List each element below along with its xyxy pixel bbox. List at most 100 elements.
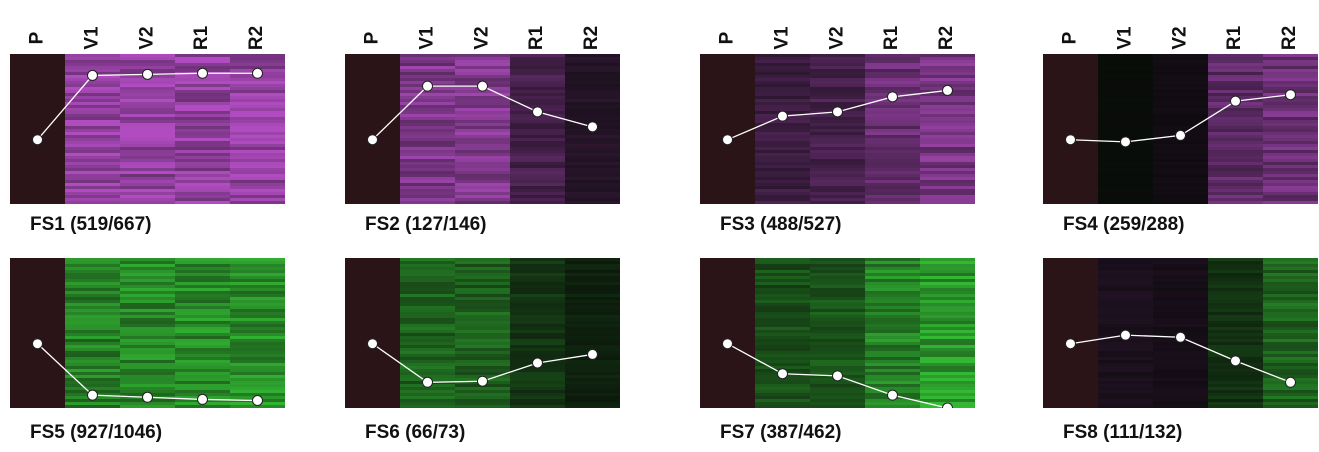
heatmap-cell xyxy=(400,336,456,339)
heatmap-cell xyxy=(510,132,566,135)
heatmap-cell xyxy=(510,372,566,375)
heatmap-cell xyxy=(230,63,285,66)
heatmap-cell xyxy=(120,183,176,186)
heatmap-cell xyxy=(920,168,975,171)
heatmap-cell xyxy=(175,180,231,183)
heatmap-cell xyxy=(230,297,285,300)
heatmap-cell xyxy=(455,345,511,348)
heatmap-cell xyxy=(510,279,566,282)
heatmap-cell xyxy=(565,312,620,315)
heatmap-cell xyxy=(920,138,975,141)
heatmap-cell xyxy=(755,177,811,180)
heatmap-cell xyxy=(1263,114,1318,117)
heatmap-cell xyxy=(1208,309,1264,312)
heatmap-cell xyxy=(865,300,921,303)
heatmap-cell xyxy=(920,69,975,72)
heatmap-cell xyxy=(865,306,921,309)
heatmap-cell xyxy=(65,84,121,87)
heatmap-cell xyxy=(1263,132,1318,135)
heatmap-cell xyxy=(455,399,511,402)
heatmap-cell xyxy=(565,180,620,183)
column-label-text: V2 xyxy=(136,26,158,50)
heatmap-cell xyxy=(1263,291,1318,294)
heatmap-cell xyxy=(230,132,285,135)
heatmap-cell xyxy=(400,387,456,390)
heatmap-cell xyxy=(1153,60,1209,63)
heatmap-cell xyxy=(865,177,921,180)
heatmap-cell xyxy=(230,333,285,336)
heatmap-cell xyxy=(755,81,811,84)
heatmap-cell xyxy=(65,357,121,360)
heatmap-cell xyxy=(1208,324,1264,327)
heatmap-cell xyxy=(230,186,285,189)
heatmap-cell xyxy=(400,198,456,201)
heatmap-cell xyxy=(400,348,456,351)
heatmap-cell xyxy=(1153,189,1209,192)
heatmap-cell xyxy=(1208,381,1264,384)
heatmap-cell xyxy=(230,312,285,315)
heatmap-cell xyxy=(1208,75,1264,78)
heatmap-cell xyxy=(565,114,620,117)
heatmap-cell xyxy=(120,357,176,360)
heatmap-cell xyxy=(920,177,975,180)
heatmap-cell xyxy=(920,180,975,183)
heatmap-cell xyxy=(755,192,811,195)
heatmap-cell xyxy=(1263,270,1318,273)
heatmap-cell xyxy=(865,312,921,315)
heatmap-cell xyxy=(1263,201,1318,204)
heatmap-cell xyxy=(1098,348,1154,351)
heatmap-cell xyxy=(455,309,511,312)
heatmap-cell xyxy=(565,189,620,192)
heatmap-cell xyxy=(65,135,121,138)
heatmap-cell xyxy=(230,294,285,297)
heatmap-cell xyxy=(810,336,866,339)
heatmap-cell xyxy=(1153,144,1209,147)
heatmap-cell xyxy=(1098,198,1154,201)
heatmap-cell xyxy=(455,156,511,159)
heatmap-cell xyxy=(1263,330,1318,333)
heatmap-cell xyxy=(120,378,176,381)
heatmap-cell xyxy=(230,138,285,141)
heatmap-cell xyxy=(810,141,866,144)
heatmap-cell xyxy=(65,363,121,366)
heatmap-cell xyxy=(120,321,176,324)
heatmap-cell xyxy=(755,378,811,381)
heatmap-cell xyxy=(1153,360,1209,363)
heatmap-cell xyxy=(1098,375,1154,378)
data-point-R2 xyxy=(587,121,598,133)
heatmap-cell xyxy=(920,273,975,276)
heatmap-cell xyxy=(455,273,511,276)
heatmap-cell xyxy=(920,390,975,393)
heatmap-cell xyxy=(65,198,121,201)
heatmap-cell xyxy=(865,285,921,288)
heatmap-cell xyxy=(230,264,285,267)
heatmap-cell xyxy=(400,111,456,114)
heatmap-cell xyxy=(510,327,566,330)
heatmap-cell xyxy=(510,198,566,201)
heatmap-cell xyxy=(230,117,285,120)
heatmap-cell xyxy=(175,390,231,393)
heatmap-cell xyxy=(865,57,921,60)
heatmap-cell xyxy=(65,276,121,279)
heatmap-cell xyxy=(1208,303,1264,306)
heatmap-cell xyxy=(120,384,176,387)
heatmap-cell xyxy=(510,159,566,162)
heatmap-cell xyxy=(1263,315,1318,318)
heatmap-cell xyxy=(1208,54,1264,57)
heatmap-cell xyxy=(865,273,921,276)
heatmap-cell xyxy=(65,324,121,327)
heatmap-cell xyxy=(810,366,866,369)
heatmap-cell xyxy=(175,186,231,189)
heatmap-cell xyxy=(1263,333,1318,336)
heatmap-cell xyxy=(400,189,456,192)
heatmap-cell xyxy=(120,132,176,135)
heatmap-cell xyxy=(1208,336,1264,339)
heatmap-cell xyxy=(1098,342,1154,345)
heatmap-cell xyxy=(230,114,285,117)
heatmap-cell xyxy=(920,75,975,78)
heatmap-cell xyxy=(455,285,511,288)
heatmap-cell xyxy=(1043,258,1098,408)
heatmap-cell xyxy=(920,345,975,348)
column-label: P xyxy=(27,2,48,48)
data-point-V1 xyxy=(777,368,788,380)
